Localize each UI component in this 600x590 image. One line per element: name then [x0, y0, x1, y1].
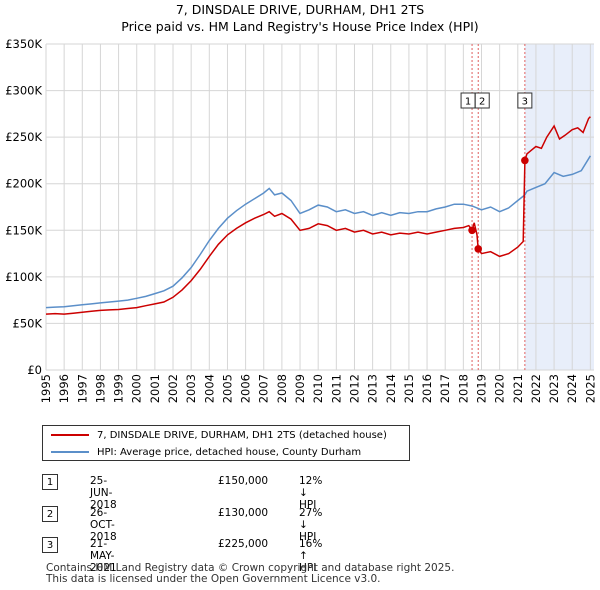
chart-title: 7, DINSDALE DRIVE, DURHAM, DH1 2TS — [175, 2, 425, 17]
transaction-price: £130,000 — [218, 507, 269, 519]
sale-point — [521, 156, 529, 165]
transaction-number: 1 — [42, 474, 58, 490]
y-tick-label: £350K — [5, 37, 42, 51]
transaction-hpi-diff: 27% ↓ HPI — [299, 507, 323, 543]
y-tick-label: £100K — [5, 270, 42, 284]
transaction-number: 3 — [42, 537, 58, 553]
x-tick-label: 2013 — [366, 374, 380, 403]
sale-marker-label: 1 — [460, 92, 476, 109]
x-tick-label: 2000 — [130, 374, 144, 403]
sale-marker-number: 1 — [465, 97, 471, 108]
price-chart: £0 £50K £100K £150K £200K £250K £300K £350K 1995… — [5, 37, 597, 403]
x-tick-label: 2004 — [202, 374, 216, 403]
transaction-price: £150,000 — [218, 475, 269, 487]
x-tick-label: 2007 — [257, 374, 271, 403]
sale-marker-box — [474, 92, 490, 109]
y-tick-label: £250K — [5, 130, 42, 144]
x-tick-label: 2008 — [275, 374, 289, 403]
y-tick-label: £150K — [5, 223, 42, 237]
sale-marker-label: 2 — [474, 92, 490, 109]
sale-marker-label: 3 — [517, 92, 533, 109]
y-tick-label: £50K — [13, 316, 43, 330]
y-tick-label: £200K — [5, 177, 42, 191]
x-tick-label: 2018 — [456, 374, 470, 403]
x-tick-label: 1999 — [112, 374, 126, 403]
x-tick-label: 2010 — [311, 374, 325, 403]
x-tick-label: 2001 — [148, 374, 162, 403]
x-tick-label: 2020 — [493, 374, 507, 403]
x-tick-label: 1996 — [57, 374, 71, 403]
x-tick-label: 2021 — [511, 374, 525, 403]
sale-marker-number: 3 — [522, 97, 528, 108]
hpi-line — [45, 155, 592, 309]
x-tick-label: 2002 — [166, 374, 180, 403]
transaction-date: 25-JUN-2018 — [90, 475, 117, 511]
transaction-date: 21-MAY-2021 — [90, 538, 117, 574]
x-tick-label: 2003 — [184, 374, 198, 403]
sale-point — [468, 226, 476, 235]
x-tick-label: 2017 — [438, 374, 452, 403]
x-tick-label: 2023 — [547, 374, 561, 403]
legend-swatch-hpi — [51, 451, 89, 453]
transaction-hpi-diff: 16% ↑ HPI — [299, 538, 323, 574]
x-tick-label: 2024 — [565, 374, 579, 403]
chart-subtitle: Price paid vs. HM Land Registry's House … — [121, 19, 479, 34]
x-tick-label: 1995 — [39, 374, 53, 403]
x-tick-label: 2016 — [420, 374, 434, 403]
x-tick-label: 1998 — [93, 374, 107, 403]
legend-label-hpi: HPI: Average price, detached house, Coun… — [97, 446, 362, 458]
y-tick-label: £300K — [5, 84, 42, 98]
transaction-price: £225,000 — [218, 538, 269, 550]
x-tick-label: 2025 — [583, 374, 597, 403]
legend-swatch-property — [51, 434, 89, 436]
plot-area — [46, 44, 594, 370]
legend-label-property: 7, DINSDALE DRIVE, DURHAM, DH1 2TS (deta… — [97, 429, 387, 441]
transaction-date: 26-OCT-2018 — [90, 507, 117, 543]
x-tick-label: 2022 — [529, 374, 543, 403]
x-tick-label: 1997 — [75, 374, 89, 403]
footer-licence: This data is licensed under the Open Gov… — [46, 573, 381, 585]
x-tick-label: 2005 — [220, 374, 234, 403]
sale-marker-box — [517, 92, 533, 109]
x-tick-label: 2014 — [384, 374, 398, 403]
transaction-number: 2 — [42, 506, 58, 522]
legend-item-property: 7, DINSDALE DRIVE, DURHAM, DH1 2TS (deta… — [51, 427, 387, 443]
x-tick-label: 2006 — [239, 374, 253, 403]
sale-marker-number: 2 — [479, 97, 485, 108]
legend: 7, DINSDALE DRIVE, DURHAM, DH1 2TS (deta… — [42, 425, 410, 461]
y-tick-label: £0 — [27, 363, 42, 377]
transaction-hpi-diff: 12% ↓ HPI — [299, 475, 323, 511]
sale-point — [474, 245, 483, 253]
x-tick-label: 2019 — [474, 374, 488, 403]
highlight-span — [524, 44, 594, 370]
x-tick-label: 2009 — [293, 374, 307, 403]
x-tick-label: 2011 — [329, 374, 343, 403]
property-price-line — [45, 116, 591, 315]
x-tick-label: 2012 — [347, 374, 361, 403]
legend-item-hpi: HPI: Average price, detached house, Coun… — [51, 444, 361, 460]
x-tick-label: 2015 — [402, 374, 416, 403]
footer-copyright: Contains HM Land Registry data © Crown c… — [46, 562, 455, 574]
